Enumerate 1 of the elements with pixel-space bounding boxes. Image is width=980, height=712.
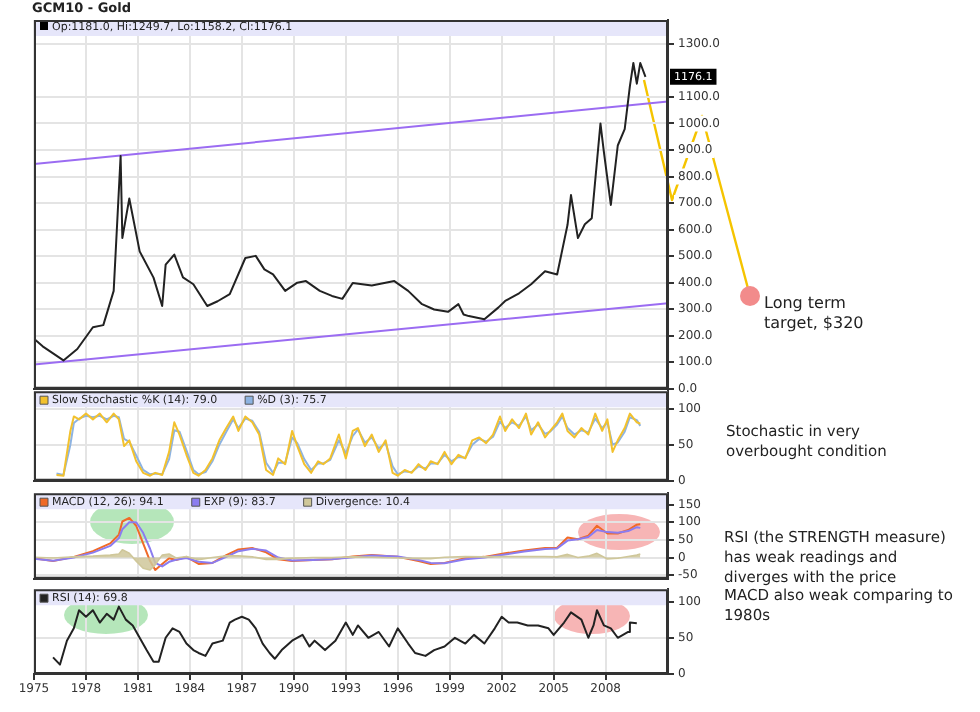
text: Long term target, $320 xyxy=(764,294,866,336)
